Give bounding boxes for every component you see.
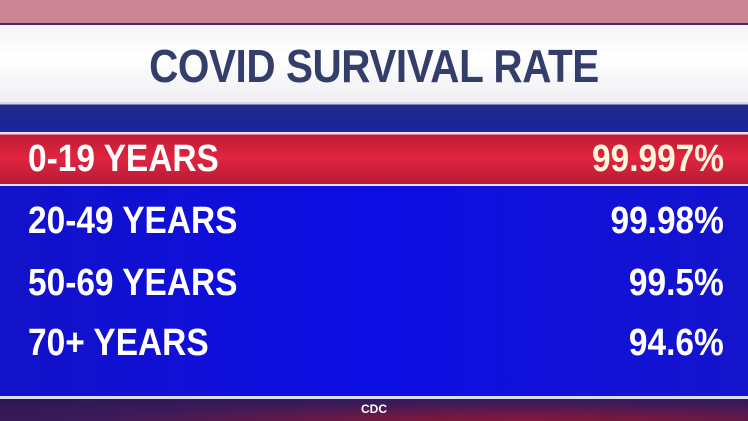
age-group: 50-69 YEARS [28, 262, 238, 304]
age-group: 70+ YEARS [28, 322, 209, 364]
divider [0, 396, 748, 399]
table-row: 70+ YEARS 94.6% [0, 316, 748, 368]
survival-rate: 99.5% [629, 262, 724, 304]
divider [0, 23, 748, 25]
table-row: 50-69 YEARS 99.5% [0, 256, 748, 308]
age-group: 0-19 YEARS [28, 138, 219, 180]
top-band [0, 0, 748, 23]
title-bar: COVID SURVIVAL RATE [0, 25, 748, 102]
table-row: 0-19 YEARS 99.997% [0, 132, 748, 186]
age-group: 20-49 YEARS [28, 200, 238, 242]
survival-rate: 99.997% [591, 138, 724, 180]
survival-rate: 94.6% [629, 322, 724, 364]
source-label: CDC [361, 402, 387, 416]
survival-rate: 99.98% [610, 200, 724, 242]
header-strip [0, 102, 748, 133]
graphic-title: COVID SURVIVAL RATE [149, 40, 599, 92]
table-row: 20-49 YEARS 99.98% [0, 194, 748, 246]
source-bar: CDC [0, 399, 748, 421]
